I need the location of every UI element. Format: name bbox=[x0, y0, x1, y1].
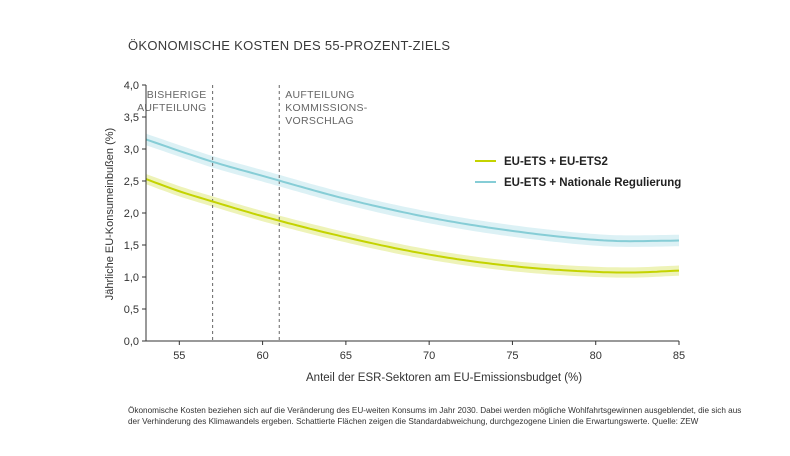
x-tick-label: 65 bbox=[340, 350, 352, 362]
reference-label-1-line-2: AUFTEILUNG bbox=[137, 102, 207, 114]
reference-label-2-line-3: VORSCHLAG bbox=[285, 115, 354, 127]
x-tick-label: 70 bbox=[423, 350, 435, 362]
line-series-2 bbox=[145, 138, 680, 243]
y-tick-label: 2,0 bbox=[124, 208, 139, 220]
line-series-1 bbox=[145, 178, 680, 274]
y-tick-label: 3,5 bbox=[124, 112, 139, 124]
x-tick-label: 60 bbox=[256, 350, 268, 362]
y-tick-label: 0,0 bbox=[124, 336, 139, 348]
footnote-line-1: Ökonomische Kosten beziehen sich auf die… bbox=[128, 406, 742, 415]
y-tick-label: 1,0 bbox=[124, 272, 139, 284]
x-axis-label: Anteil der ESR-Sektoren am EU-Emissionsb… bbox=[306, 372, 583, 384]
legend-label-series-2: EU-ETS + Nationale Regulierung bbox=[504, 177, 681, 189]
y-tick-label: 4,0 bbox=[124, 80, 139, 92]
x-tick-label: 85 bbox=[673, 350, 685, 362]
legend-label-series-1: EU-ETS + EU-ETS2 bbox=[504, 156, 608, 168]
chart-title: ÖKONOMISCHE KOSTEN DES 55-PROZENT-ZIELS bbox=[128, 38, 451, 53]
std-band-series-1 bbox=[146, 174, 679, 278]
source-note: Quelle: ZEW bbox=[652, 417, 699, 426]
reference-label-2-line-2: KOMMISSIONS- bbox=[285, 102, 368, 114]
footnote-line-2: der Verhinderung des Klimawandels ergebe… bbox=[128, 417, 650, 426]
y-tick-label: 1,5 bbox=[124, 240, 139, 252]
std-band-series-2 bbox=[146, 133, 679, 247]
reference-label-2-line-1: AUFTEILUNG bbox=[285, 89, 355, 101]
footnote: Ökonomische Kosten beziehen sich auf die… bbox=[128, 405, 742, 427]
y-tick-label: 0,5 bbox=[124, 304, 139, 316]
y-tick-label: 2,5 bbox=[124, 176, 139, 188]
x-tick-label: 55 bbox=[173, 350, 185, 362]
x-tick-label: 75 bbox=[506, 350, 518, 362]
y-tick-label: 3,0 bbox=[124, 144, 139, 156]
x-tick-label: 80 bbox=[590, 350, 602, 362]
y-axis-label: Jährliche EU-Konsumeinbußen (%) bbox=[104, 127, 116, 301]
reference-label-1-line-1: BISHERIGE bbox=[147, 89, 207, 101]
